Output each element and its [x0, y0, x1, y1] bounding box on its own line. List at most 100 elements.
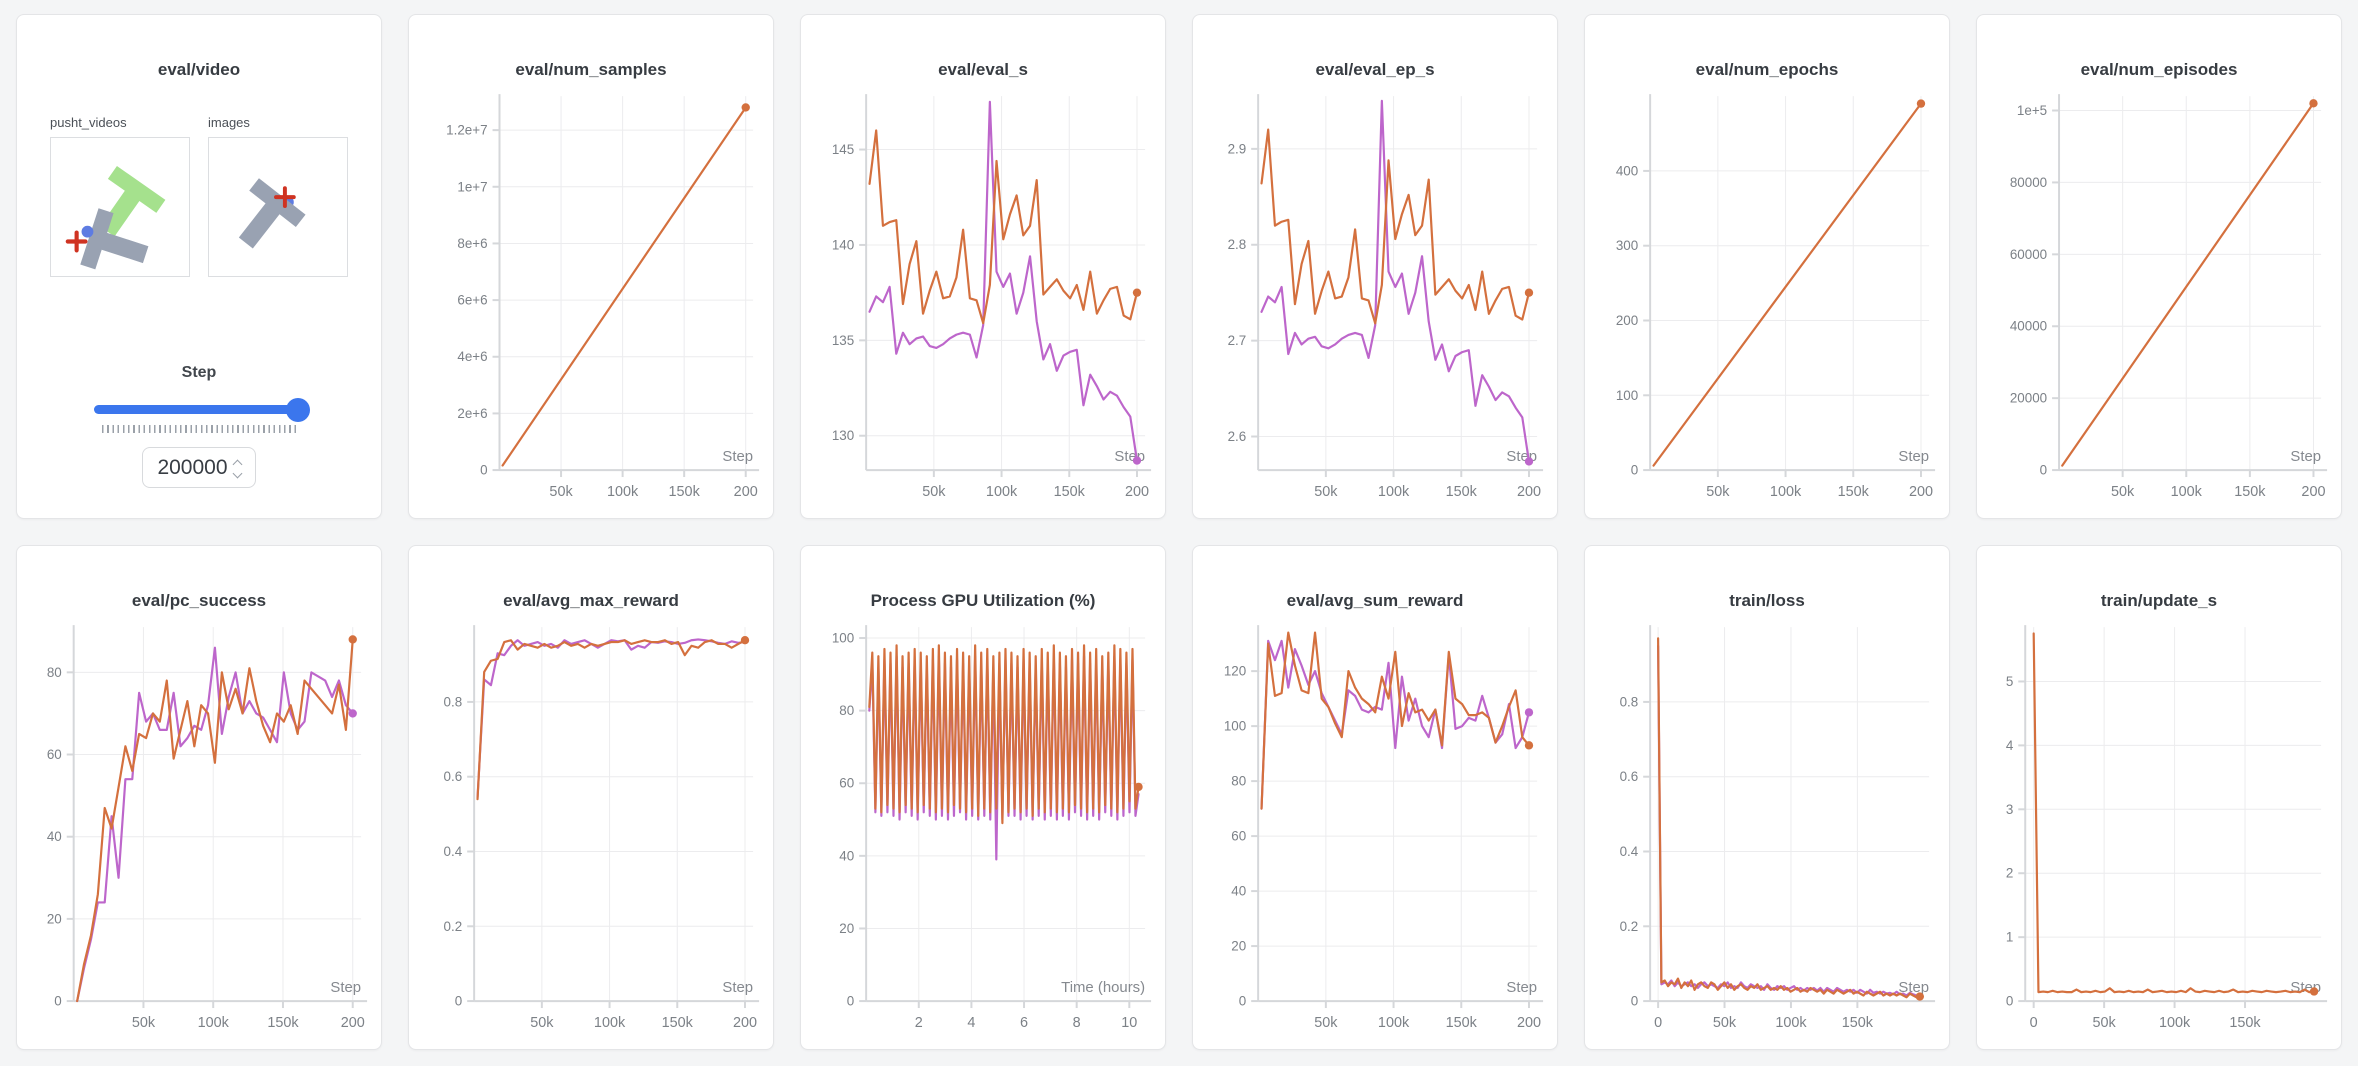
eval-image-thumbnail[interactable]	[208, 137, 348, 277]
y-tick-label: 5	[2006, 674, 2013, 689]
chart-panel-eval-num-epochs[interactable]: eval/num_epochs 0 100 200 300 400 50k 100k 150k 2…	[1584, 14, 1950, 519]
x-tick-label: 150k	[2229, 1015, 2261, 1031]
x-tick-label: 150k	[1838, 484, 1870, 500]
y-tick-label: 8e+6	[457, 236, 487, 251]
y-tick-label: 0.6	[1620, 769, 1639, 784]
x-tick-label: 50k	[922, 484, 946, 500]
step-value-input[interactable]: 200000	[142, 447, 256, 488]
series-end-dot-orange	[1132, 288, 1142, 297]
series-end-dot-orange	[1916, 99, 1926, 108]
media-item-pusht-videos[interactable]: pusht_videos	[50, 115, 190, 282]
y-tick-label: 40000	[2010, 319, 2047, 334]
series-line-purple	[76, 646, 354, 1003]
y-tick-label: 6e+6	[457, 293, 487, 308]
y-tick-label: 0	[480, 463, 487, 478]
y-tick-label: 120	[1224, 664, 1246, 679]
media-item-images[interactable]: images	[208, 115, 348, 282]
y-tick-label: 0	[1631, 994, 1638, 1009]
x-tick-label: 100k	[1770, 484, 1802, 500]
y-tick-label: 2e+6	[457, 406, 487, 421]
x-tick-label: 150k	[662, 1015, 694, 1031]
gridlines	[2025, 627, 2322, 1002]
chart-panel-process-gpu-utilization-[interactable]: Process GPU Utilization (%) 0 20 40 60 80 100 2…	[800, 545, 1166, 1050]
step-slider-label: Step	[181, 364, 217, 381]
chart-panel-train-loss[interactable]: train/loss 0 0.2 0.4 0.6 0.8 0 50k 100k 150k Step	[1584, 545, 1950, 1050]
y-tick-label: 100	[1224, 719, 1246, 734]
chart-panel-eval-avg-max-reward[interactable]: eval/avg_max_reward 0 0.2 0.4 0.6 0.8 50k 100k 1…	[408, 545, 774, 1050]
agent-dot	[81, 225, 94, 238]
pusht-video-thumbnail[interactable]	[50, 137, 190, 277]
chart-panel-eval-eval-ep-s[interactable]: eval/eval_ep_s 2.6 2.7 2.8 2.9 50k 100k 150k 200…	[1192, 14, 1558, 519]
axes: 130 135 140 145 50k 100k 150k 200	[832, 94, 1152, 500]
chart-title: eval/num_samples	[515, 60, 667, 79]
x-tick-label: 150k	[1446, 1015, 1478, 1031]
x-tick-label: 100k	[594, 1015, 626, 1031]
series-end-dot-orange	[2309, 987, 2319, 996]
x-tick-label: 0	[2030, 1015, 2038, 1031]
x-tick-label: 150k	[669, 484, 701, 500]
y-tick-label: 1.2e+7	[446, 123, 487, 138]
chart-panel-eval-pc-success[interactable]: eval/pc_success 0 20 40 60 80 50k 100k 150k 200 St…	[16, 545, 382, 1050]
stepper-down-icon[interactable]	[232, 468, 242, 478]
series-end-dot-purple	[1524, 457, 1534, 466]
x-tick-label: 150k	[1446, 484, 1478, 500]
x-tick-label: 4	[967, 1015, 975, 1031]
series-end-dot-purple	[1132, 456, 1142, 465]
y-tick-label: 135	[832, 333, 854, 348]
x-tick-label: 150k	[2234, 484, 2266, 500]
media-label: pusht_videos	[50, 115, 127, 130]
x-tick-label: 50k	[2111, 484, 2135, 500]
x-tick-label: 100k	[607, 484, 639, 500]
y-tick-label: 0	[54, 994, 61, 1009]
y-tick-label: 60	[47, 747, 62, 762]
y-tick-label: 2.9	[1228, 141, 1247, 156]
series-end-dot-orange	[1524, 288, 1534, 297]
chart-panel-eval-num-samples[interactable]: eval/num_samples 0 2e+6 4e+6 6e+6 8e+6 1e+7 1.2…	[408, 14, 774, 519]
y-tick-label: 60000	[2010, 247, 2047, 262]
y-tick-label: 80	[839, 703, 854, 718]
stepper-arrows[interactable]	[232, 459, 242, 478]
slider-track[interactable]	[94, 405, 300, 414]
y-tick-label: 1e+5	[2017, 103, 2047, 118]
step-value: 200000	[157, 455, 228, 479]
chart-title: train/loss	[1729, 591, 1805, 610]
y-tick-label: 60	[839, 776, 854, 791]
axes: 2.6 2.7 2.8 2.9 50k 100k 150k 200	[1228, 94, 1544, 500]
x-tick-label: 2	[915, 1015, 923, 1031]
x-tick-label: 200	[1125, 484, 1149, 500]
series-line-purple	[1260, 639, 1531, 810]
axes: 0 20000 40000 60000 80000 1e+5 50k 100k 150k 200	[2010, 94, 2328, 500]
series-line-orange	[868, 129, 1139, 325]
y-tick-label: 0.2	[444, 919, 463, 934]
series-line-orange	[2061, 102, 2315, 467]
y-tick-label: 1e+7	[457, 179, 487, 194]
y-tick-label: 60	[1231, 829, 1246, 844]
x-tick-label: 8	[1073, 1015, 1081, 1031]
x-tick-label: 100k	[2171, 484, 2203, 500]
axes: 0 20 40 60 80 50k 100k 150k 200	[47, 625, 368, 1031]
x-tick-label: 200	[1517, 1015, 1541, 1031]
step-slider[interactable]	[94, 397, 310, 433]
axes: 0 1 2 3 4 5 0 50k 100k 150k	[2006, 625, 2328, 1031]
chart-panel-eval-eval-s[interactable]: eval/eval_s 130 135 140 145 50k 100k 150k 200 Ste…	[800, 14, 1166, 519]
y-tick-label: 400	[1616, 163, 1638, 178]
goal-cross-icon	[65, 230, 88, 253]
chart-panel-eval-num-episodes[interactable]: eval/num_episodes 0 20000 40000 60000 80000 1e…	[1976, 14, 2342, 519]
y-tick-label: 0	[455, 994, 462, 1009]
chart-plot-train-loss: 0 0.2 0.4 0.6 0.8 0 50k 100k 150k Step	[1620, 625, 1936, 1031]
x-tick-label: 100k	[198, 1015, 230, 1031]
chart-plot-eval-avg-sum-reward: 0 20 40 60 80 100 120 50k 100k 150k 200 Step	[1224, 625, 1544, 1031]
series-line-orange	[2032, 632, 2316, 994]
chart-panel-train-update-s[interactable]: train/update_s 0 1 2 3 4 5 0 50k 100k 150k Step	[1976, 545, 2342, 1050]
y-tick-label: 20	[1231, 939, 1246, 954]
x-tick-label: 200	[1909, 484, 1933, 500]
slider-thumb[interactable]	[286, 398, 310, 422]
x-tick-label: 150k	[1842, 1015, 1874, 1031]
chart-title: eval/eval_s	[938, 60, 1028, 79]
y-tick-label: 80000	[2010, 175, 2047, 190]
chart-panel-eval-avg-sum-reward[interactable]: eval/avg_sum_reward 0 20 40 60 80 100 120 50k 100…	[1192, 545, 1558, 1050]
media-panel-eval-video[interactable]: eval/video pusht_videos	[16, 14, 382, 519]
series-end-dot-orange	[1524, 741, 1534, 750]
goal-cross-icon	[274, 186, 296, 208]
